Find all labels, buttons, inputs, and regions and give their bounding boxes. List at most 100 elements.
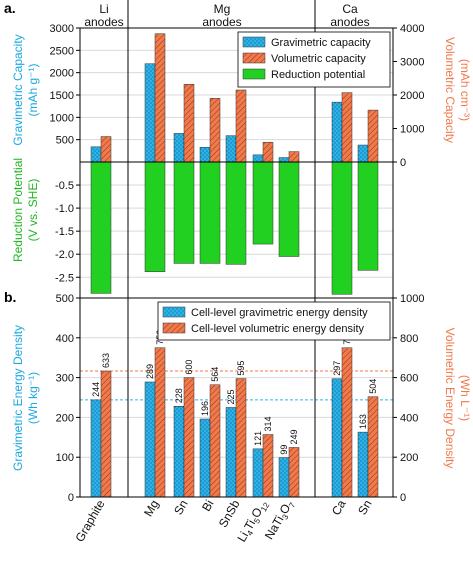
bar-volumetric-capacity [183,84,195,163]
bar-volumetric-energy [288,447,300,498]
y-tick-label-a-left: 2000 [50,68,74,80]
legend-a-swatch [242,36,266,48]
category-label-part: Ca [329,497,349,518]
category-label: Bi [199,498,216,514]
bar-volumetric-capacity [209,98,221,163]
data-label-gravimetric: 289 [145,364,155,379]
bar-volumetric-energy [154,347,166,498]
bar-reduction-potential [331,161,353,295]
y-tick-label-a-reduction: -0.5 [55,180,74,192]
bar-volumetric-capacity [288,151,300,163]
bar-volumetric-capacity [235,89,247,163]
bar-gravimetric-energy [144,381,156,498]
data-label-gravimetric: 196 [200,401,210,416]
y-tick-label-b-right: 800 [400,333,418,345]
y-tick-label-a-left: 2500 [50,45,74,57]
category-label: Mg [141,498,161,519]
bar-gravimetric-capacity [90,146,102,163]
bar-gravimetric-capacity [225,135,237,163]
data-label-gravimetric: 244 [91,382,101,397]
bar-gravimetric-energy [357,431,369,498]
y-tick-label-b-right: 0 [400,492,406,504]
panel-b-left-axis-title-1: Gravimetric Energy Density [11,325,25,471]
data-label-volumetric: 600 [184,360,194,375]
group-li-line2: anodes [84,15,123,29]
y-tick-label-a-left: 3000 [50,23,74,35]
legend-a-swatch [242,68,266,80]
panel-a-label: a. [4,0,16,16]
bar-reduction-potential [357,161,379,271]
bar-volumetric-energy [100,370,112,498]
legend-a-text: Gravimetric capacity [271,37,371,49]
y-tick-label-a-reduction: -1.0 [55,203,74,215]
bar-gravimetric-capacity [357,144,369,163]
category-label-part: 4 [245,528,255,537]
category-label: Sn [355,498,374,518]
panel-b-right-axis-title-1: Volumetric Energy Density [443,328,457,469]
data-label-gravimetric: 163 [358,414,368,429]
panel-a-reduction-axis-title-2: (V vs. SHE) [26,179,40,242]
bar-gravimetric-energy [252,448,264,498]
bar-gravimetric-capacity [278,157,290,163]
bar-volumetric-energy [262,434,274,498]
bar-gravimetric-energy [173,406,185,498]
bar-volumetric-capacity [154,33,166,163]
bar-reduction-potential [144,161,166,272]
bar-reduction-potential [173,161,195,264]
group-li-line1: Li [99,2,108,16]
y-tick-label-b-left: 100 [56,452,74,464]
bar-volumetric-energy [209,384,221,498]
y-tick-label-a-reduction: -2.5 [55,272,74,284]
y-tick-label-a-right: 2000 [400,90,424,102]
y-tick-label-b-left: 400 [56,333,74,345]
group-mg-line2: anodes [202,15,241,29]
y-tick-label-b-left: 500 [56,293,74,305]
data-label-volumetric: 633 [101,353,111,368]
data-label-gravimetric: 121 [253,431,263,446]
legend-a-swatch [242,52,266,64]
bar-reduction-potential [252,161,274,245]
bar-reduction-potential [278,161,300,257]
legend-b-swatch [162,306,186,318]
data-label-gravimetric: 99 [279,445,289,455]
bar-gravimetric-capacity [144,63,156,163]
y-tick-label-a-left: 500 [56,135,74,147]
category-label-part: SnSb [216,497,243,530]
panel-a-right-axis-title-2: (mAh cm⁻³) [458,59,472,121]
panel-b-frame [79,297,394,498]
bar-volumetric-capacity [100,136,112,163]
bar-gravimetric-energy [90,399,102,498]
data-label-gravimetric: 228 [174,388,184,403]
data-label-volumetric: 564 [210,367,220,382]
data-label-volumetric: 595 [236,361,246,376]
bar-gravimetric-capacity [199,147,211,163]
legend-b-text: Cell-level volumetric energy density [191,323,365,335]
bar-volumetric-energy [235,378,247,498]
category-label-part: Graphite [72,497,107,544]
legend-a: Gravimetric capacity Volumetric capacity R… [237,31,391,88]
y-tick-label-a-reduction: -2.0 [55,249,74,261]
y-tick-label-a-right: 3000 [400,57,424,69]
bar-gravimetric-energy [225,407,237,498]
category-label-part: 5 [252,516,262,525]
legend-a-text: Volumetric capacity [271,53,366,65]
panel-a-left-axis-title-1: Gravimetric Capacity [11,34,25,145]
data-label-gravimetric: 225 [226,389,236,404]
data-label-volumetric: 314 [263,416,273,431]
legend-layer: Gravimetric capacity Volumetric capacity R… [157,31,391,341]
bar-reduction-potential [225,161,247,265]
group-ca-line2: anodes [330,15,369,29]
data-label-volumetric: 249 [289,429,299,444]
y-tick-label-b-left: 300 [56,373,74,385]
bar-volumetric-capacity [367,109,379,163]
panel-a-right-axis-title-1: Volumetric Capacity [443,37,457,143]
y-tick-label-a-right: 0 [400,157,406,169]
category-label: Graphite [72,497,107,544]
bar-gravimetric-capacity [331,101,343,163]
category-label-part: 3 [280,512,290,521]
bar-gravimetric-energy [199,418,211,498]
y-tick-label-a-right: 1000 [400,124,424,136]
y-tick-label-b-right: 400 [400,412,418,424]
group-ca-line1: Ca [342,2,358,16]
